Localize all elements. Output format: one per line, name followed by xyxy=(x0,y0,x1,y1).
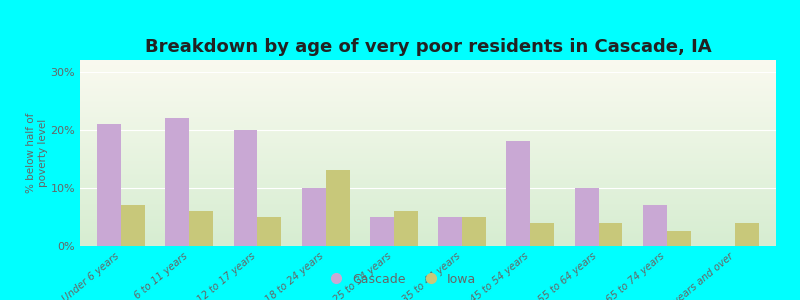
Bar xyxy=(234,130,258,246)
Bar xyxy=(189,211,213,246)
Bar xyxy=(394,211,418,246)
Bar xyxy=(97,124,121,246)
Bar xyxy=(643,205,667,246)
Bar xyxy=(530,223,554,246)
Bar xyxy=(370,217,394,246)
Bar xyxy=(574,188,598,246)
Bar xyxy=(438,217,462,246)
Bar xyxy=(506,141,530,246)
Bar xyxy=(302,188,326,246)
Bar xyxy=(735,223,759,246)
Bar xyxy=(326,170,350,246)
Y-axis label: % below half of
poverty level: % below half of poverty level xyxy=(26,113,48,193)
Bar xyxy=(121,205,145,246)
Bar xyxy=(166,118,189,246)
Bar xyxy=(667,232,690,246)
Title: Breakdown by age of very poor residents in Cascade, IA: Breakdown by age of very poor residents … xyxy=(145,38,711,56)
Bar xyxy=(598,223,622,246)
Legend: Cascade, Iowa: Cascade, Iowa xyxy=(318,268,482,291)
Bar xyxy=(462,217,486,246)
Bar xyxy=(258,217,282,246)
